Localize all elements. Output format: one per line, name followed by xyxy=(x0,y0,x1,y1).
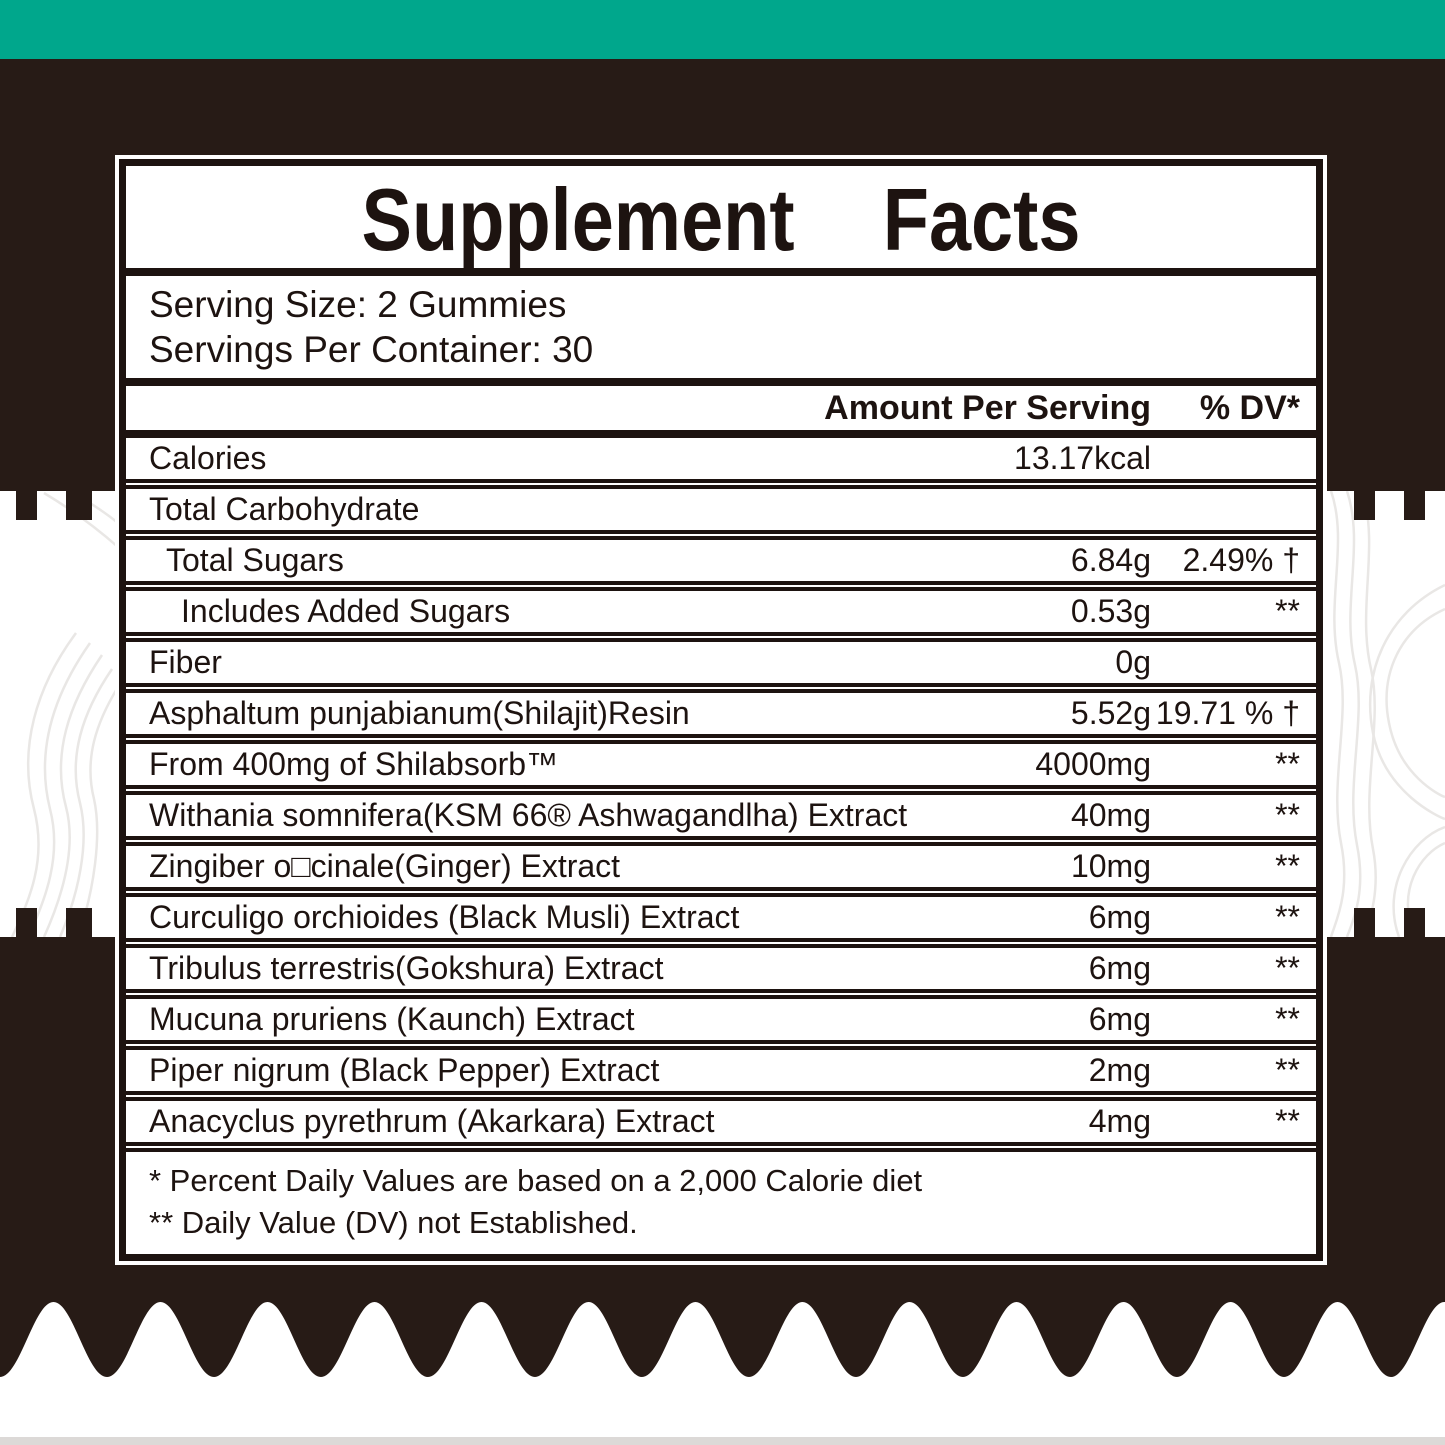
registration-tooth xyxy=(66,908,92,937)
table-row: Tribulus terrestris(Gokshura) Extract 6m… xyxy=(126,944,1316,993)
contour-pattern-left xyxy=(10,491,119,937)
table-row: Curculigo orchioides (Black Musli) Extra… xyxy=(126,893,1316,942)
ingredient-rows: Calories 13.17kcal Total Carbohydrate To… xyxy=(126,438,1316,1146)
registration-tooth xyxy=(1404,491,1425,520)
registration-tooth xyxy=(16,491,37,520)
ingredient-name: Piper nigrum (Black Pepper) Extract xyxy=(149,1052,660,1088)
ingredient-amount: 0.53g xyxy=(1070,593,1151,629)
servings-per-container-text: Servings Per Container: 30 xyxy=(149,329,594,370)
table-row: Piper nigrum (Black Pepper) Extract 2mg … xyxy=(126,1046,1316,1095)
table-row: Anacyclus pyrethrum (Akarkara) Extract 4… xyxy=(126,1097,1316,1146)
ingredient-dv: ** xyxy=(1275,593,1300,629)
ingredient-name: Tribulus terrestris(Gokshura) Extract xyxy=(149,950,664,986)
registration-tooth xyxy=(1404,908,1425,937)
registration-tooth xyxy=(66,491,92,520)
label-title-section: Supplement Facts xyxy=(126,166,1316,276)
teal-top-bar xyxy=(0,0,1445,59)
label-title: Supplement Facts xyxy=(361,170,1081,269)
amount-per-serving-header: Amount Per Serving xyxy=(824,388,1151,427)
serving-size-text: Serving Size: 2 Gummies xyxy=(149,284,567,325)
ingredient-dv: ** xyxy=(1275,797,1300,833)
registration-tooth xyxy=(1354,908,1375,937)
table-row: Includes Added Sugars 0.53g ** xyxy=(126,587,1316,636)
table-row: Total Carbohydrate xyxy=(126,485,1316,534)
table-row: Fiber 0g xyxy=(126,638,1316,687)
ingredient-name: Curculigo orchioides (Black Musli) Extra… xyxy=(149,899,740,935)
ingredient-dv: ** xyxy=(1275,950,1300,986)
table-row: Total Sugars 6.84g 2.49% † xyxy=(126,536,1316,585)
ingredient-name: Total Sugars xyxy=(166,542,344,578)
ingredient-name: Asphaltum punjabianum(Shilajit)Resin xyxy=(149,695,690,731)
ingredient-name: Anacyclus pyrethrum (Akarkara) Extract xyxy=(149,1103,715,1139)
ingredient-dv: 19.71 % † xyxy=(1155,695,1300,731)
ingredient-amount: 4mg xyxy=(1088,1103,1151,1139)
ingredient-amount: 6.84g xyxy=(1070,542,1151,578)
ingredient-amount: 6mg xyxy=(1088,1001,1151,1037)
ingredient-amount: 6mg xyxy=(1088,899,1151,935)
ingredient-amount: 4000mg xyxy=(1035,746,1151,782)
ingredient-dv: ** xyxy=(1275,1052,1300,1088)
ingredient-amount: 10mg xyxy=(1070,848,1151,884)
ingredient-name: Calories xyxy=(149,440,267,476)
ingredient-name: Zingiber o□cinale(Ginger) Extract xyxy=(149,848,621,884)
footnotes-section: * Percent Daily Values are based on a 2,… xyxy=(126,1148,1316,1254)
wavy-bottom-edge xyxy=(0,1299,1445,1377)
ingredient-dv: ** xyxy=(1275,1103,1300,1139)
ingredient-name: From 400mg of Shilabsorb™ xyxy=(149,746,559,782)
bottom-edge-line xyxy=(0,1437,1445,1445)
ingredient-dv: ** xyxy=(1275,848,1300,884)
ingredient-amount: 0g xyxy=(1115,644,1151,680)
registration-tooth xyxy=(1354,491,1375,520)
ingredient-amount: 40mg xyxy=(1070,797,1151,833)
ingredient-name: Total Carbohydrate xyxy=(149,491,420,527)
percent-dv-header: % DV* xyxy=(1199,388,1300,427)
ingredient-name: Withania somnifera(KSM 66® Ashwagandlha)… xyxy=(149,797,908,833)
ingredient-dv: ** xyxy=(1275,1001,1300,1037)
ingredient-name: Mucuna pruriens (Kaunch) Extract xyxy=(149,1001,635,1037)
table-row: From 400mg of Shilabsorb™ 4000mg ** xyxy=(126,740,1316,789)
ingredient-name: Includes Added Sugars xyxy=(181,593,511,629)
ingredient-dv: 2.49% † xyxy=(1182,542,1300,578)
ingredient-dv: ** xyxy=(1275,899,1300,935)
table-row: Withania somnifera(KSM 66® Ashwagandlha)… xyxy=(126,791,1316,840)
ingredient-dv: ** xyxy=(1275,746,1300,782)
table-row: Asphaltum punjabianum(Shilajit)Resin 5.5… xyxy=(126,689,1316,738)
ingredient-amount: 13.17kcal xyxy=(1014,440,1151,476)
ingredient-amount: 2mg xyxy=(1088,1052,1151,1088)
table-row: Zingiber o□cinale(Ginger) Extract 10mg *… xyxy=(126,842,1316,891)
footnote-line: * Percent Daily Values are based on a 2,… xyxy=(149,1163,923,1198)
footnote-line: ** Daily Value (DV) not Established. xyxy=(149,1205,638,1240)
table-row: Calories 13.17kcal xyxy=(126,438,1316,483)
column-header-row: Amount Per Serving % DV* xyxy=(126,386,1316,438)
registration-tooth xyxy=(16,908,37,937)
serving-info-section: Serving Size: 2 Gummies Servings Per Con… xyxy=(126,276,1316,386)
contour-pattern-right xyxy=(1329,491,1445,937)
ingredient-amount: 6mg xyxy=(1088,950,1151,986)
ingredient-name: Fiber xyxy=(149,644,222,680)
supplement-facts-label: Supplement Facts Serving Size: 2 Gummies… xyxy=(119,159,1323,1261)
ingredient-amount: 5.52g xyxy=(1070,695,1151,731)
table-row: Mucuna pruriens (Kaunch) Extract 6mg ** xyxy=(126,995,1316,1044)
